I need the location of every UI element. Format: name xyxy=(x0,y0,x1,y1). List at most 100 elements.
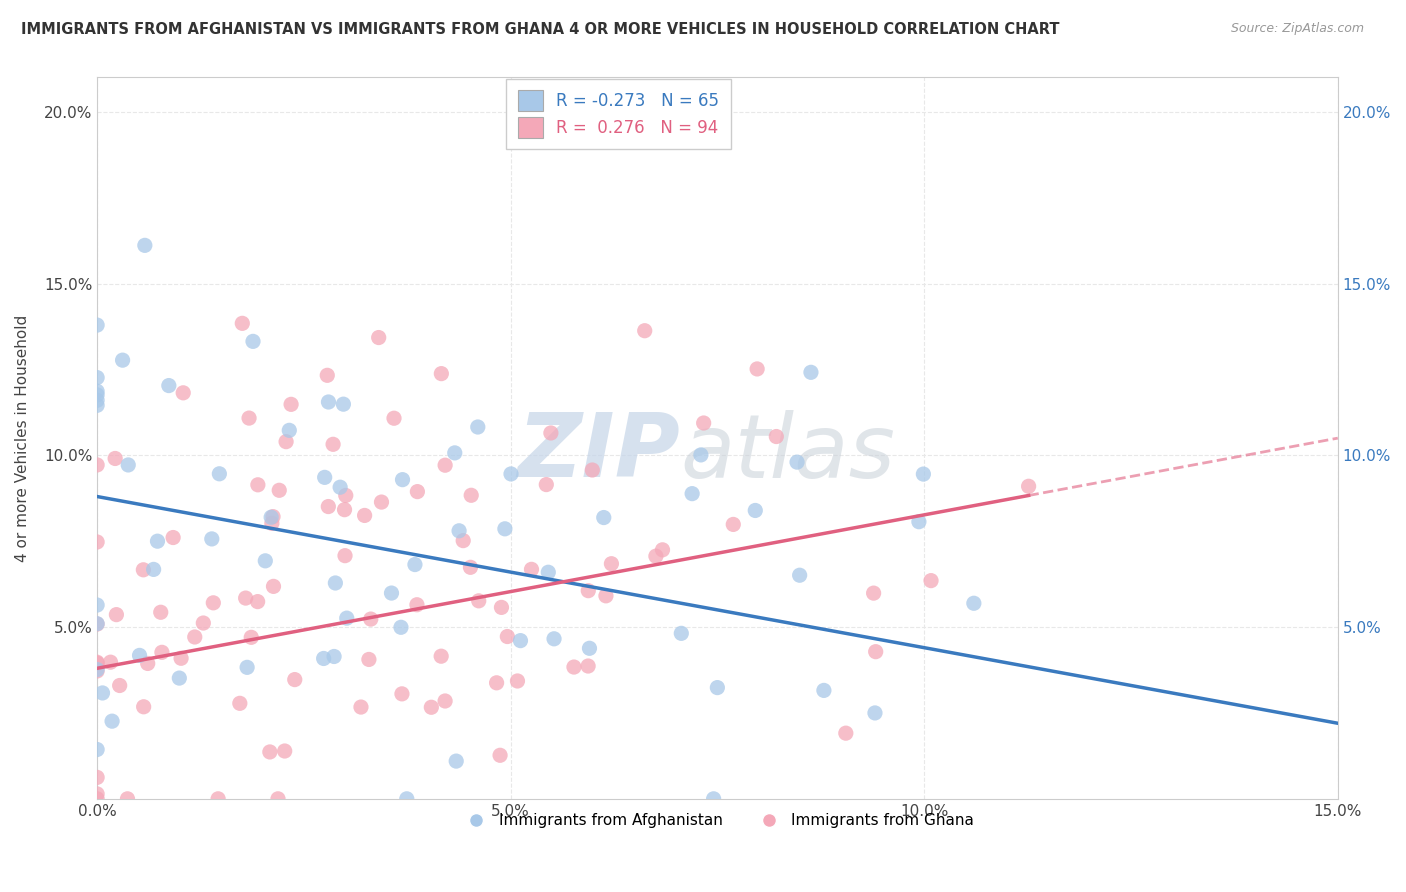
Point xyxy=(273,744,295,758)
Point xyxy=(246,594,269,608)
Point xyxy=(172,385,194,400)
Point xyxy=(578,641,600,656)
Point xyxy=(912,467,935,481)
Point xyxy=(262,509,284,524)
Point xyxy=(86,393,108,408)
Point xyxy=(323,649,346,664)
Point xyxy=(336,611,359,625)
Point xyxy=(395,792,418,806)
Point xyxy=(451,533,474,548)
Point xyxy=(284,673,307,687)
Point xyxy=(86,742,108,756)
Point xyxy=(536,477,558,491)
Point xyxy=(690,448,713,462)
Point xyxy=(318,500,340,514)
Point xyxy=(430,367,453,381)
Point xyxy=(149,605,172,619)
Point xyxy=(600,557,623,571)
Text: IMMIGRANTS FROM AFGHANISTAN VS IMMIGRANTS FROM GHANA 4 OR MORE VEHICLES IN HOUSE: IMMIGRANTS FROM AFGHANISTAN VS IMMIGRANT… xyxy=(21,22,1060,37)
Point xyxy=(406,484,429,499)
Point xyxy=(86,398,108,412)
Point xyxy=(595,589,617,603)
Point xyxy=(86,535,108,549)
Point xyxy=(835,726,858,740)
Point xyxy=(86,787,108,801)
Point xyxy=(581,463,603,477)
Point xyxy=(150,645,173,659)
Point xyxy=(509,633,531,648)
Point xyxy=(576,583,599,598)
Point xyxy=(786,455,808,469)
Point xyxy=(406,598,429,612)
Point xyxy=(86,657,108,671)
Point xyxy=(157,378,180,392)
Point xyxy=(86,458,108,472)
Point xyxy=(329,480,352,494)
Point xyxy=(201,532,224,546)
Point xyxy=(104,451,127,466)
Point xyxy=(246,478,269,492)
Point xyxy=(142,562,165,576)
Point xyxy=(540,425,562,440)
Point xyxy=(382,411,405,425)
Point xyxy=(229,696,252,710)
Point xyxy=(443,446,465,460)
Point xyxy=(420,700,443,714)
Y-axis label: 4 or more Vehicles in Household: 4 or more Vehicles in Household xyxy=(15,315,30,562)
Point xyxy=(353,508,375,523)
Point xyxy=(269,483,291,498)
Point xyxy=(240,630,263,644)
Point xyxy=(744,503,766,517)
Point xyxy=(360,612,382,626)
Point xyxy=(260,516,283,531)
Point xyxy=(467,420,489,434)
Point xyxy=(460,560,482,574)
Point xyxy=(920,574,942,588)
Point xyxy=(562,660,585,674)
Point xyxy=(335,488,357,502)
Point xyxy=(865,645,887,659)
Point xyxy=(105,607,128,622)
Point xyxy=(193,615,215,630)
Point xyxy=(491,600,513,615)
Point xyxy=(1018,479,1040,493)
Point xyxy=(231,316,253,330)
Point xyxy=(86,617,108,632)
Point xyxy=(86,370,108,384)
Point xyxy=(644,549,666,563)
Point xyxy=(202,596,225,610)
Point xyxy=(380,586,402,600)
Point xyxy=(86,616,108,631)
Point xyxy=(274,434,297,449)
Point xyxy=(260,510,283,524)
Point xyxy=(434,458,457,473)
Point xyxy=(357,652,380,666)
Point xyxy=(169,671,191,685)
Point xyxy=(280,397,302,411)
Point xyxy=(391,473,413,487)
Point xyxy=(86,663,108,677)
Point xyxy=(389,620,412,634)
Point xyxy=(267,792,290,806)
Point xyxy=(333,549,356,563)
Point xyxy=(86,792,108,806)
Point xyxy=(370,495,392,509)
Point xyxy=(963,596,986,610)
Point xyxy=(908,515,931,529)
Point xyxy=(278,423,301,437)
Point xyxy=(235,591,257,605)
Point xyxy=(86,664,108,678)
Point xyxy=(863,706,886,720)
Point xyxy=(128,648,150,663)
Point xyxy=(312,651,335,665)
Point xyxy=(111,353,134,368)
Point xyxy=(499,467,522,481)
Point xyxy=(592,510,614,524)
Text: atlas: atlas xyxy=(681,409,896,496)
Point xyxy=(489,748,512,763)
Point xyxy=(86,598,108,612)
Point xyxy=(117,792,139,806)
Point xyxy=(706,681,728,695)
Point xyxy=(318,395,340,409)
Point xyxy=(506,673,529,688)
